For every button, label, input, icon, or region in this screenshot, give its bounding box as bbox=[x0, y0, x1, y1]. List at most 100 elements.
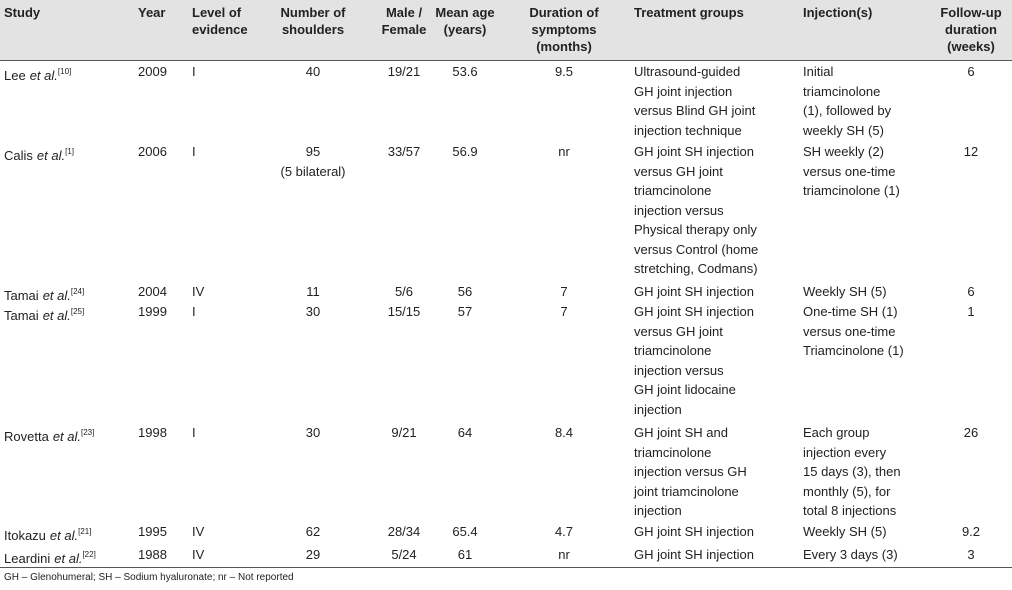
treatment-line: joint triamcinolone bbox=[634, 483, 739, 499]
followup-cell: 6 bbox=[930, 282, 1012, 302]
level-cell: I bbox=[192, 62, 258, 82]
study-cell: Itokazu et al.[21] bbox=[4, 522, 134, 546]
age: 56.9 bbox=[452, 144, 478, 159]
author: Itokazu bbox=[4, 528, 46, 543]
year-cell: 1999 bbox=[138, 302, 188, 322]
duration: 8.4 bbox=[554, 425, 574, 440]
header-text: Female bbox=[381, 22, 427, 37]
followup: 6 bbox=[967, 64, 975, 79]
header-rule bbox=[0, 60, 1012, 61]
year: 1999 bbox=[138, 304, 167, 319]
et-al: et al. bbox=[54, 551, 83, 566]
year-cell: 2004 bbox=[138, 282, 188, 302]
injections-line: SH weekly (2) bbox=[803, 144, 884, 159]
year: 2009 bbox=[138, 64, 167, 79]
header-cell: Injection(s) bbox=[803, 4, 928, 21]
shoulders-line: 62 bbox=[305, 524, 321, 539]
study-cell: Calis et al.[1] bbox=[4, 142, 134, 166]
treatment-line: GH joint SH injection bbox=[634, 284, 754, 299]
shoulders-line: 11 bbox=[306, 284, 320, 299]
shoulders-line: 30 bbox=[305, 425, 321, 440]
age: 61 bbox=[457, 547, 473, 562]
sex-cell: 15/15 bbox=[370, 302, 438, 322]
injections-line: Triamcinolone (1) bbox=[803, 343, 904, 358]
sex: 33/57 bbox=[387, 144, 421, 159]
header-cell: Follow-up duration (weeks) bbox=[930, 4, 1012, 55]
shoulders-cell: 29 bbox=[262, 545, 364, 565]
treatment-line: versus Control (home bbox=[634, 241, 759, 257]
duration-cell: 7 bbox=[500, 302, 628, 322]
injections-line: versus one-time bbox=[803, 163, 896, 179]
year: 1988 bbox=[138, 547, 167, 562]
header-text: symptoms bbox=[531, 22, 597, 37]
header-text: (months) bbox=[536, 39, 592, 54]
treatment-line: injection versus bbox=[634, 362, 724, 378]
sex-cell: 33/57 bbox=[370, 142, 438, 162]
shoulders-cell: 40 bbox=[262, 62, 364, 82]
followup: 6 bbox=[967, 284, 975, 299]
shoulders-line: (5 bilateral) bbox=[280, 163, 346, 179]
duration-cell: 4.7 bbox=[500, 522, 628, 542]
duration: nr bbox=[558, 547, 570, 562]
injections-line: triamcinolone (1) bbox=[803, 183, 900, 198]
age: 65.4 bbox=[452, 524, 478, 539]
header-text: evidence bbox=[192, 22, 248, 37]
study-cell: Lee et al.[10] bbox=[4, 62, 134, 86]
treatment-line: triamcinolone bbox=[634, 343, 712, 358]
treatment-line: injection technique bbox=[634, 122, 742, 138]
duration-cell: 8.4 bbox=[500, 423, 628, 443]
header-background bbox=[0, 0, 1012, 60]
study-cell: Rovetta et al.[23] bbox=[4, 423, 134, 447]
year-cell: 1998 bbox=[138, 423, 188, 443]
level-cell: IV bbox=[192, 545, 258, 565]
treatment-line: injection versus GH bbox=[634, 464, 747, 479]
header-cell: Study bbox=[4, 4, 134, 21]
duration: 9.5 bbox=[554, 64, 574, 79]
study-cell: Tamai et al.[25] bbox=[4, 302, 134, 326]
followup: 9.2 bbox=[961, 524, 981, 539]
shoulders-cell: 95 (5 bilateral) bbox=[262, 142, 364, 181]
injections-cell: Weekly SH (5) bbox=[803, 522, 928, 542]
injections-cell: Every 3 days (3) bbox=[803, 545, 928, 565]
sex: 28/34 bbox=[387, 524, 421, 539]
header-cell: Treatment groups bbox=[634, 4, 799, 21]
shoulders-cell: 62 bbox=[262, 522, 364, 542]
age-cell: 57 bbox=[432, 302, 498, 322]
treatment-line: GH joint SH and bbox=[634, 425, 728, 440]
treatment-line: GH joint SH injection bbox=[634, 304, 754, 319]
et-al: et al. bbox=[49, 528, 79, 543]
injections-cell: Weekly SH (5) bbox=[803, 282, 928, 302]
header-text: (weeks) bbox=[947, 39, 995, 54]
level: I bbox=[192, 64, 196, 79]
injections-line: 15 days (3), then bbox=[803, 464, 901, 479]
et-al: et al. bbox=[42, 288, 71, 303]
followup-cell: 26 bbox=[930, 423, 1012, 443]
header-text: Injection(s) bbox=[803, 5, 873, 20]
header-text: Male / bbox=[385, 5, 423, 20]
reference: [23] bbox=[81, 428, 95, 437]
shoulders-line: 40 bbox=[305, 64, 321, 79]
injections-line: injection every bbox=[803, 444, 887, 460]
injections-line: One-time SH (1) bbox=[803, 304, 898, 319]
age-cell: 65.4 bbox=[432, 522, 498, 542]
header-text: (years) bbox=[443, 22, 487, 37]
shoulders-line: 95 bbox=[305, 144, 321, 159]
et-al: et al. bbox=[29, 68, 58, 83]
header-text: Level of bbox=[192, 5, 242, 20]
injections-line: monthly (5), for bbox=[803, 483, 891, 499]
author: Calis bbox=[4, 148, 33, 163]
treatment-line: GH joint injection bbox=[634, 83, 733, 99]
injections-line: total 8 injections bbox=[803, 503, 897, 518]
author: Lee bbox=[4, 68, 26, 83]
study-cell: Tamai et al.[24] bbox=[4, 282, 134, 306]
treatment-line: GH joint SH injection bbox=[634, 547, 754, 562]
reference: [10] bbox=[57, 67, 72, 76]
treatment-cell: GH joint SH injection versus GH joint tria… bbox=[634, 302, 799, 419]
followup: 1 bbox=[967, 304, 975, 319]
injections-line: Each group bbox=[803, 425, 870, 440]
age: 56 bbox=[457, 284, 473, 299]
year: 1998 bbox=[138, 425, 167, 440]
et-al: et al. bbox=[42, 308, 71, 323]
injections-line: triamcinolone bbox=[803, 83, 881, 99]
reference: [22] bbox=[82, 550, 96, 559]
